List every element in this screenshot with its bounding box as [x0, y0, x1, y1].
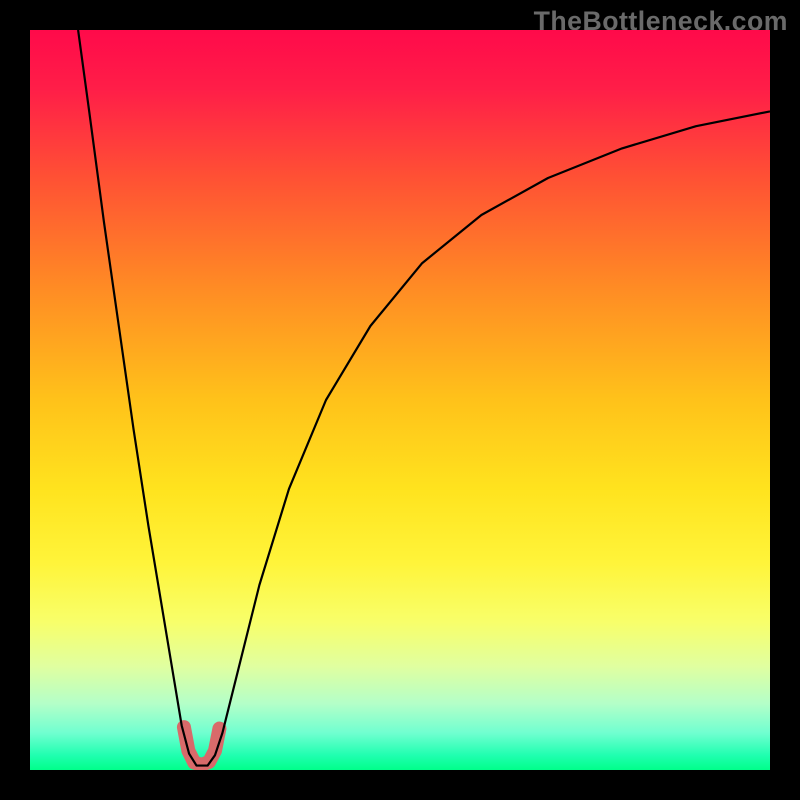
- canvas: TheBottleneck.com: [0, 0, 800, 800]
- curve-layer: [30, 30, 770, 770]
- plot-area: [30, 30, 770, 770]
- main-curve: [78, 30, 770, 766]
- highlight-segment: [184, 727, 220, 765]
